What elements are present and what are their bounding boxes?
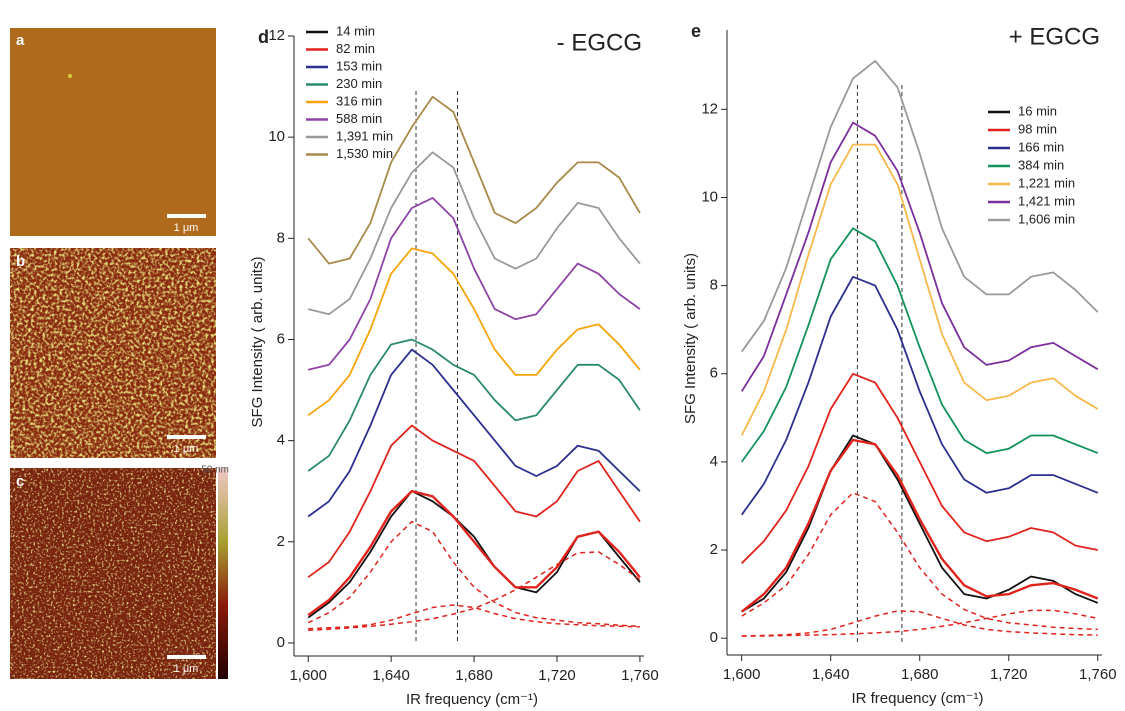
x-tick-label: 1,680: [901, 666, 939, 683]
x-tick-label: 1,760: [1079, 666, 1117, 683]
x-tick-label: 1,720: [538, 667, 576, 684]
chart: 0 2 4 6 8 10 12 1,600 1,640 1,680 1,720 1,760 IR fre…: [682, 21, 1117, 707]
legend-label: 1,421 min: [1018, 193, 1075, 208]
panel-label: a: [16, 32, 25, 49]
panel-label: b: [16, 253, 25, 270]
y-tick-label: 2: [710, 541, 718, 558]
data-line: [740, 275, 1099, 516]
y-tick-label: 8: [277, 229, 285, 246]
legend-label: 1,530 min: [336, 146, 393, 161]
scale-bar-label: 1 μm: [174, 663, 199, 675]
data-line: [307, 424, 641, 578]
legend-label: 230 min: [336, 76, 382, 91]
legend-label: 98 min: [1018, 121, 1057, 136]
y-tick-label: 10: [701, 188, 718, 205]
legend-label: 1,391 min: [336, 128, 393, 143]
y-axis-label: SFG Intensity ( arb. units): [249, 257, 266, 428]
data-line: [741, 434, 1099, 613]
x-tick-label: 1,600: [289, 667, 327, 684]
x-tick-label: 1,720: [990, 666, 1028, 683]
legend-label: 153 min: [336, 58, 382, 73]
x-tick-label: 1,760: [621, 667, 659, 684]
scale-bar-label: 1 μm: [174, 443, 199, 455]
legend-label: 1,606 min: [1018, 211, 1075, 226]
x-tick-label: 1,640: [372, 667, 410, 684]
legend-label: 166 min: [1018, 139, 1064, 154]
afm-texture: [10, 248, 216, 458]
legend-label: 82 min: [336, 41, 375, 56]
y-axis-label: SFG Intensity ( arb. units): [682, 253, 699, 424]
y-tick-label: 2: [277, 533, 285, 550]
y-tick-label: 0: [710, 629, 718, 646]
fit-curve: [307, 489, 641, 617]
panel-label: c: [16, 473, 24, 490]
scale-bar-label: 1 μm: [174, 222, 199, 234]
afm-panels: a b c 1 μm 1 μm 1 μm 50 nm: [10, 28, 229, 679]
colorbar-label: 50 nm: [201, 465, 229, 476]
y-tick-label: 8: [710, 277, 718, 294]
y-tick-label: 12: [701, 100, 718, 117]
fit-curve: [308, 604, 640, 630]
data-line: [740, 121, 1099, 392]
data-line: [307, 247, 641, 417]
afm-texture: [10, 468, 216, 679]
data-line: [740, 143, 1099, 436]
x-tick-label: 1,600: [723, 666, 761, 683]
afm-image: [10, 28, 216, 236]
fit-curve: [740, 438, 1099, 613]
y-tick-label: 6: [277, 330, 285, 347]
fit-curve: [741, 610, 1098, 637]
colorbar: [218, 468, 228, 679]
fit-curve: [741, 491, 1098, 631]
data-line: [307, 197, 641, 371]
y-tick-label: 0: [277, 634, 285, 651]
legend-label: 316 min: [336, 93, 382, 108]
x-tick-label: 1,680: [455, 667, 493, 684]
afm-particle: [68, 74, 72, 78]
x-axis-label: IR frequency (cm⁻¹): [406, 691, 538, 708]
data-line: [307, 338, 641, 472]
x-axis-label: IR frequency (cm⁻¹): [851, 690, 983, 707]
y-tick-label: 4: [277, 432, 285, 449]
legend-label: 1,221 min: [1018, 175, 1075, 190]
legend-label: 588 min: [336, 111, 382, 126]
y-tick-label: 6: [710, 365, 718, 382]
data-line: [740, 227, 1099, 463]
x-tick-label: 1,640: [812, 666, 850, 683]
data-line: [307, 95, 641, 265]
data-line: [741, 372, 1098, 564]
chart-title: + EGCG: [1009, 23, 1100, 50]
legend-label: 14 min: [336, 23, 375, 38]
data-line: [307, 348, 641, 518]
chart: 0 2 4 6 8 10 12 1,600 1,640 1,680 1,720 1,760 IR fre…: [249, 23, 659, 708]
data-line: [307, 490, 641, 619]
legend-label: 16 min: [1018, 103, 1057, 118]
legend-label: 384 min: [1018, 157, 1064, 172]
panel-label: d: [258, 27, 269, 47]
data-line: [740, 60, 1099, 353]
panel-label: e: [691, 21, 701, 41]
y-tick-label: 12: [268, 27, 285, 44]
chart-title: - EGCG: [557, 29, 642, 56]
fit-curve: [308, 551, 641, 632]
data-line: [307, 151, 641, 316]
y-tick-label: 4: [710, 453, 718, 470]
y-tick-label: 10: [268, 128, 285, 145]
fit-curve: [741, 609, 1098, 637]
